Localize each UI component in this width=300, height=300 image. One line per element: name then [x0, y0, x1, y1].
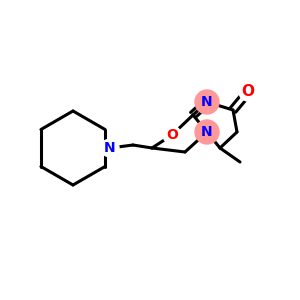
Circle shape — [163, 126, 181, 144]
Circle shape — [239, 83, 257, 101]
Circle shape — [195, 120, 219, 144]
Circle shape — [195, 90, 219, 114]
Text: O: O — [166, 128, 178, 142]
Text: O: O — [242, 85, 254, 100]
Text: N: N — [201, 125, 213, 139]
Text: N: N — [201, 95, 213, 109]
Circle shape — [101, 139, 119, 157]
Text: N: N — [104, 141, 116, 155]
